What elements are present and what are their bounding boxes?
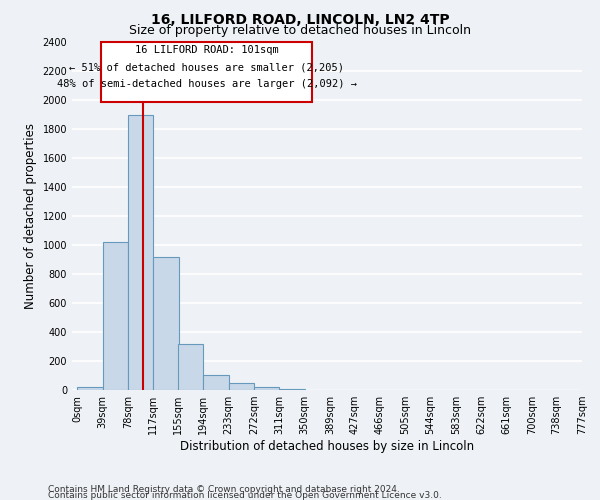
X-axis label: Distribution of detached houses by size in Lincoln: Distribution of detached houses by size … — [180, 440, 474, 453]
Bar — [103, 242, 128, 390]
Bar — [77, 387, 103, 390]
Bar — [153, 257, 179, 390]
Text: 16 LILFORD ROAD: 101sqm: 16 LILFORD ROAD: 101sqm — [135, 46, 278, 56]
Text: Contains public sector information licensed under the Open Government Licence v3: Contains public sector information licen… — [48, 491, 442, 500]
Text: Size of property relative to detached houses in Lincoln: Size of property relative to detached ho… — [129, 24, 471, 37]
Bar — [229, 383, 254, 390]
Text: ← 51% of detached houses are smaller (2,205): ← 51% of detached houses are smaller (2,… — [70, 62, 344, 72]
Bar — [178, 344, 203, 390]
Text: 48% of semi-detached houses are larger (2,092) →: 48% of semi-detached houses are larger (… — [57, 80, 357, 90]
FancyBboxPatch shape — [101, 42, 313, 102]
Text: 16, LILFORD ROAD, LINCOLN, LN2 4TP: 16, LILFORD ROAD, LINCOLN, LN2 4TP — [151, 12, 449, 26]
Bar — [203, 375, 229, 390]
Text: Contains HM Land Registry data © Crown copyright and database right 2024.: Contains HM Land Registry data © Crown c… — [48, 485, 400, 494]
Y-axis label: Number of detached properties: Number of detached properties — [24, 123, 37, 309]
Bar — [254, 387, 279, 390]
Bar — [128, 115, 153, 390]
